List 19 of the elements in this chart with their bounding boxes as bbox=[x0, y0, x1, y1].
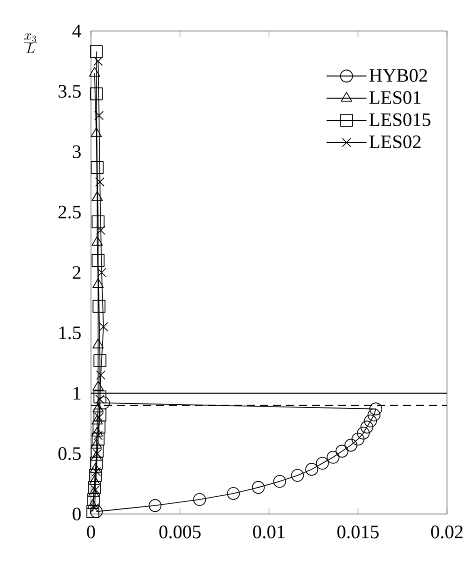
x-tick-label: 0.01 bbox=[253, 526, 284, 538]
y-tick-label: 1.5 bbox=[59, 326, 81, 340]
x-tick-label: 0.02 bbox=[431, 526, 463, 538]
y-tick-label: 4 bbox=[72, 24, 82, 38]
y-tick-label: 3.5 bbox=[58, 84, 81, 98]
y-tick-label: 2 bbox=[72, 266, 80, 279]
legend-label: LES015 bbox=[369, 113, 430, 126]
y-tick-label: 0 bbox=[72, 508, 81, 520]
legend-label: HYB02 bbox=[369, 69, 427, 82]
y-tick-label: 1 bbox=[74, 386, 80, 400]
y-axis-title: $\frac{x_3}{L}$ bbox=[24, 33, 38, 53]
x-tick-label: 0.015 bbox=[337, 526, 379, 538]
y-tick-label: 3 bbox=[72, 145, 81, 158]
y-tick-label: 2.5 bbox=[58, 206, 81, 219]
x-tick-label: 0 bbox=[86, 526, 96, 538]
y-tick-label: 0.5 bbox=[58, 447, 81, 460]
legend-label: LES01 bbox=[369, 91, 420, 104]
legend-label: LES02 bbox=[369, 135, 421, 148]
x-tick-label: 0.005 bbox=[159, 526, 201, 538]
